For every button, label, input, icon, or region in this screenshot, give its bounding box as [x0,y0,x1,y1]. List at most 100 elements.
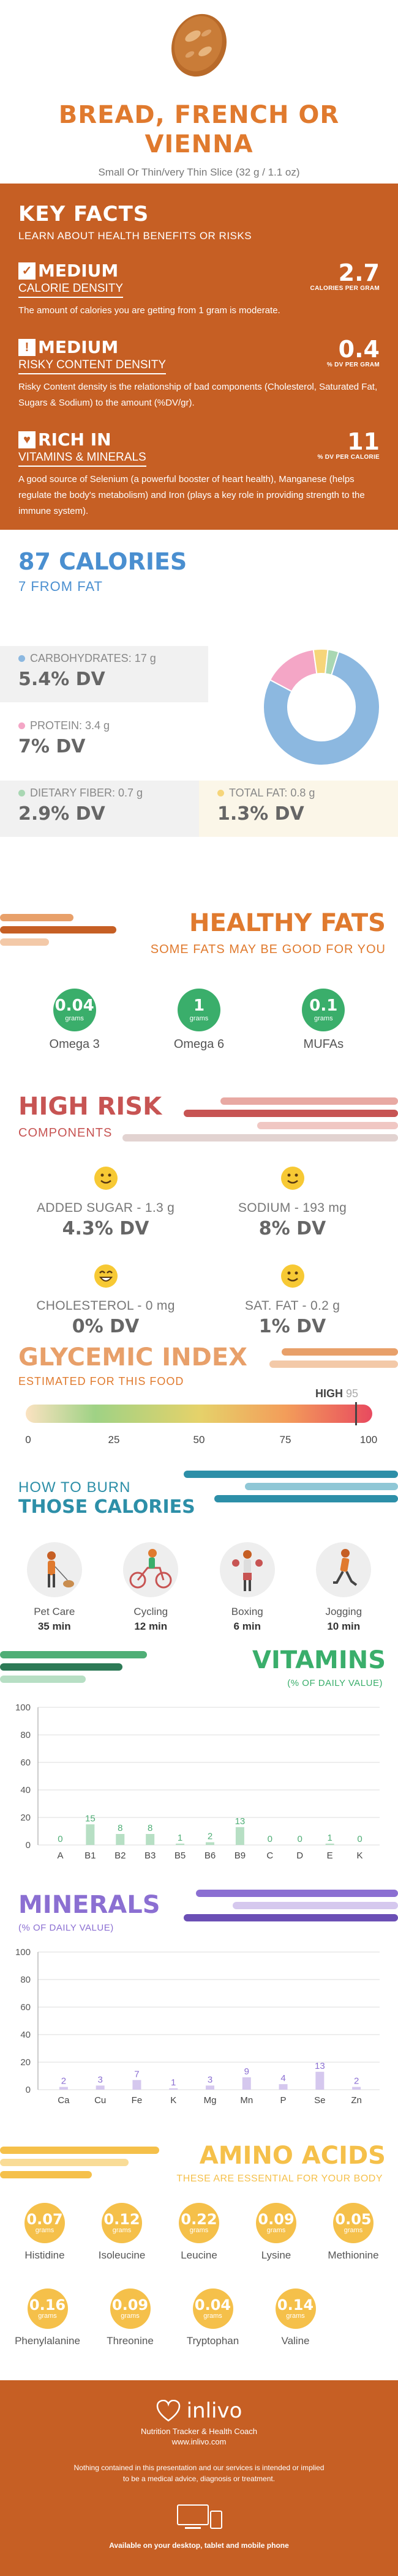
donut-slice-fiber [325,648,340,676]
jogging-icon [316,1542,372,1597]
amino-row-1: 0.07 grams Histidine 0.12 grams Isoleucine 0… [0,2203,398,2262]
minerals-bar-chart: 0 20 40 60 80 100 2 Ca 3 Cu 7 Fe 1 K 3 Mg 9 Mn 4 P 13 Se 2 Zn [15,1947,380,2106]
stripe [0,2147,159,2154]
bar-Ca [59,2087,68,2090]
x-tick-label: B1 [84,1850,96,1861]
carbs-dot [18,655,25,662]
fat-omega6: 1 grams Omega 6 [153,989,245,1052]
heart-icon: ♥ [18,431,36,448]
calories-section: 87 CALORIES 7 FROM FAT CARBOHYDRATES: 17… [0,530,398,909]
stripe [0,938,49,946]
amino-title: AMINO ACIDS [199,2142,386,2170]
stripe [0,1651,147,1658]
y-tick-label: 80 [20,1975,31,1985]
x-tick-label: Mn [240,2095,253,2106]
bar-value-label: 3 [97,2074,102,2085]
risk-added-sugar: ADDED SUGAR - 1.3 g 4.3% DV [12,1166,199,1239]
y-tick-label: 20 [20,1813,31,1823]
y-tick-label: 60 [20,1758,31,1768]
gi-tick: 25 [108,1434,120,1446]
amino-row-2: 0.16 grams Phenylalanine 0.09 grams Threonin… [0,2288,343,2347]
vitamins-bar-chart: 0 20 40 60 80 100 0 A 15 B1 8 B2 8 B3 1 B5 2 B6 13 B9 0 C 0 D 1 E… [15,1702,380,1861]
bar-B2 [116,1834,125,1845]
bread-image [162,9,236,82]
boxing-icon [219,1542,275,1597]
x-tick-label: A [57,1850,63,1861]
vitamins-section: VITAMINS (% OF DAILY VALUE) 0 20 40 60 80 100… [0,1646,398,1879]
bar-value-label: 1 [327,1833,332,1843]
vitamins-subtitle: (% OF DAILY VALUE) [287,1678,383,1688]
stripe [0,2159,129,2166]
bar-value-label: 1 [171,2077,176,2088]
bar-B3 [146,1834,155,1845]
footer: inlivo Nutrition Tracker & Health Coach … [0,2380,398,2576]
fat-mufas: 0.1 grams MUFAs [277,989,369,1052]
stripe [0,1663,122,1671]
glycemic-subtitle: ESTIMATED FOR THIS FOOD [18,1375,184,1387]
x-tick-label: P [280,2095,287,2106]
burn-title-1: HOW TO BURN [18,1479,131,1496]
glycemic-index-section: GLYCEMIC INDEX ESTIMATED FOR THIS FOOD H… [0,1343,398,1472]
devices-icon [0,2503,398,2536]
amino-tryptophan: 0.04 grams Tryptophan [175,2288,251,2347]
calorie-density: ✓ MEDIUM CALORIE DENSITY 2.7 CALORIES PER … [18,259,380,316]
y-tick-label: 0 [26,2085,31,2095]
fiber-dot [18,790,25,796]
x-tick-label: B2 [115,1850,126,1861]
glycemic-marker [355,1402,357,1425]
stripe [184,1471,398,1478]
smiley-icon [280,1167,304,1190]
activity-boxing: Boxing 6 min [205,1542,290,1633]
high-risk-subtitle: COMPONENTS [18,1126,113,1140]
burn-section: HOW TO BURN THOSE CALORIES Pet Care 35 mi… [0,1471,398,1646]
bar-B1 [86,1824,95,1845]
activity-pet-care: Pet Care 35 min [12,1542,97,1633]
donut-slice-carbs [263,650,380,766]
y-tick-label: 60 [20,2002,31,2013]
x-tick-label: E [327,1850,333,1861]
amino-acids-section: AMINO ACIDS THESE ARE ESSENTIAL FOR YOUR… [0,2142,398,2380]
warning-icon: ! [18,338,36,356]
gi-tick: 100 [359,1434,378,1446]
fat-dot [217,790,224,796]
stripe [122,1134,398,1141]
fat-omega3: 0.04 grams Omega 3 [29,989,121,1052]
x-tick-label: K [357,1850,363,1861]
burn-title-2: THOSE CALORIES [18,1496,195,1518]
x-tick-label: Fe [132,2095,143,2106]
brand-url[interactable]: www.inlivo.com [171,2437,227,2446]
stripe [0,2171,92,2178]
bar-Mg [206,2085,214,2090]
brand-tagline: Nutrition Tracker & Health Coach [140,2427,258,2436]
key-facts-title: KEY FACTS [18,202,149,226]
x-tick-label: B6 [205,1850,216,1861]
stripe [220,1097,398,1105]
bar-value-label: 9 [244,2066,249,2077]
stripe [184,1110,398,1117]
calories-from-fat: 7 FROM FAT [18,579,103,594]
stripe [245,1483,398,1490]
x-tick-label: Mg [204,2095,217,2106]
page-title: BREAD, FRENCH OR VIENNA [58,101,340,158]
stripe [196,1890,398,1897]
minerals-title: MINERALS [18,1891,160,1919]
risky-content-density: ! MEDIUM RISKY CONTENT DENSITY 0.4% DV PE… [18,336,380,408]
bar-value-label: 0 [298,1834,302,1844]
calorie-donut-chart [263,648,380,766]
healthy-fats-title: HEALTHY FATS [189,909,386,937]
amino-histidine: 0.07 grams Histidine [7,2203,83,2262]
healthy-fats-subtitle: SOME FATS MAY BE GOOD FOR YOU [150,943,386,956]
stripe [0,926,116,934]
high-risk-section: HIGH RISK COMPONENTS ADDED SUGAR - 1.3 g… [0,1093,398,1343]
nutrient-fat: TOTAL FAT: 0.8 g 1.3% DV [199,781,398,837]
gi-tick: 50 [193,1434,205,1446]
stripe [214,1495,398,1502]
bar-B6 [206,1842,214,1845]
y-tick-label: 20 [20,2057,31,2068]
bar-value-label: 0 [268,1834,272,1844]
amino-isoleucine: 0.12 grams Isoleucine [84,2203,160,2262]
protein-dot [18,722,25,729]
y-tick-label: 0 [26,1840,31,1850]
vitamins-minerals-richness: ♥ RICH IN VITAMINS & MINERALS 11% DV PER … [18,428,380,516]
activity-jogging: Jogging 10 min [301,1542,386,1633]
